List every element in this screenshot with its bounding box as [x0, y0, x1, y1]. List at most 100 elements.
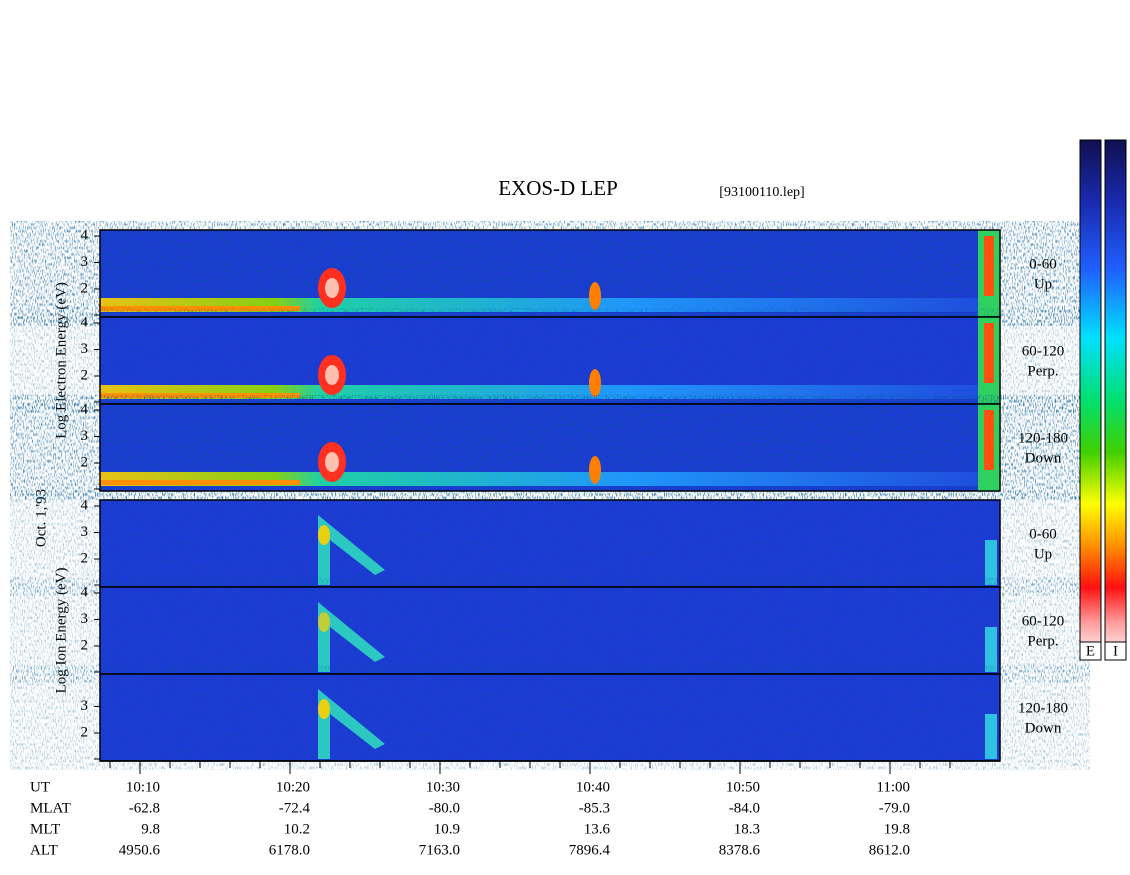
y-tick-label: 3 [81, 524, 89, 540]
spectrogram-edge [985, 540, 997, 585]
row-value: -72.4 [279, 800, 311, 816]
y-tick-label: 3 [81, 341, 89, 357]
spectrogram-band [100, 306, 300, 311]
y-tick-label: 2 [81, 454, 89, 470]
spectrogram-burst [589, 369, 601, 397]
file-name: [93100110.lep] [719, 185, 804, 200]
y-tick-label: 3 [81, 611, 89, 627]
pitch-label: 120-180 [1018, 700, 1068, 716]
row-value: 6178.0 [269, 842, 310, 858]
y-tick-label: 4 [81, 584, 89, 600]
spectrogram-burst [325, 365, 339, 385]
spectrogram-panel: 2 3 120-180 Down [81, 673, 1068, 762]
row-value: 10.2 [284, 821, 310, 837]
date-label: Oct. 1,'93 [33, 489, 49, 547]
row-value: 7163.0 [419, 842, 460, 858]
spectrogram-panel: 2 3 4 60-120 Perp. [81, 584, 1065, 675]
row-value: 9.8 [141, 821, 160, 837]
row-name: MLT [30, 821, 60, 837]
pitch-label: 0-60 [1029, 256, 1057, 272]
color-bar-label: I [1113, 643, 1118, 659]
spectrogram-panel: 2 3 4 60-120 Perp. [81, 314, 1065, 405]
spectrogram-burst [589, 282, 601, 310]
color-bar-box [1079, 641, 1102, 661]
row-name: UT [30, 779, 50, 795]
row-value: 11:00 [876, 779, 910, 795]
spectrogram-burst [325, 452, 339, 472]
spectrogram-edge [984, 236, 994, 296]
spectrogram-edge [984, 410, 994, 470]
y-tick-label: 2 [81, 550, 89, 566]
pitch-label: Perp. [1027, 363, 1058, 379]
spectrogram-panel: 2 3 4 0-60 Up [81, 227, 1057, 318]
row-value: -62.8 [129, 800, 160, 816]
color-bar-box [1104, 641, 1127, 661]
row-value: 10:50 [726, 779, 760, 795]
row-value: 10:30 [426, 779, 460, 795]
row-value: -85.3 [579, 800, 610, 816]
pitch-label: 0-60 [1029, 526, 1057, 542]
pitch-label: 120-180 [1018, 430, 1068, 446]
row-name: ALT [30, 842, 58, 858]
spectrogram-burst [318, 515, 385, 585]
spectrogram-edge [985, 714, 997, 759]
y-tick-label: 4 [81, 401, 89, 417]
axis-label: Log Electron Energy (eV) [53, 282, 69, 439]
y-tick-label: 4 [81, 497, 89, 513]
spectrogram-burst [318, 689, 385, 759]
title: EXOS-D LEP [498, 176, 618, 200]
pitch-label: Up [1034, 276, 1052, 292]
row-value: 19.8 [884, 821, 910, 837]
pitch-label: 60-120 [1022, 343, 1065, 359]
spectrogram-burst [318, 699, 330, 719]
spectrogram-noise [100, 674, 1000, 761]
spectrogram-burst [318, 525, 330, 545]
spectrogram-edge [985, 627, 997, 672]
y-tick-label: 4 [81, 314, 89, 330]
spectrogram-burst [325, 278, 339, 298]
row-value: 8612.0 [869, 842, 910, 858]
y-tick-label: 3 [81, 428, 89, 444]
y-tick-label: 3 [81, 698, 89, 714]
spectrogram-panel: 2 3 4 0-60 Up [81, 497, 1057, 588]
row-value: 10:20 [276, 779, 310, 795]
color-bar [1079, 139, 1102, 661]
y-tick-label: 2 [81, 724, 89, 740]
y-tick-label: 4 [81, 227, 89, 243]
spectrogram-noise [100, 500, 1000, 587]
row-value: -84.0 [729, 800, 760, 816]
y-tick-label: 3 [81, 254, 89, 270]
row-value: 10.9 [434, 821, 460, 837]
spectrogram-edge [984, 323, 994, 383]
color-bar-label: E [1086, 643, 1095, 659]
y-tick-label: 2 [81, 637, 89, 653]
y-tick-label: 2 [81, 367, 89, 383]
row-value: 8378.6 [719, 842, 761, 858]
panel-frame [99, 403, 1001, 492]
row-value: -79.0 [879, 800, 910, 816]
spectrogram-burst [318, 612, 330, 632]
row-name: MLAT [30, 800, 71, 816]
row-value: 18.3 [734, 821, 760, 837]
axis-label: Log Ion Energy (eV) [53, 568, 69, 694]
pitch-label: Down [1025, 450, 1062, 466]
row-value: 7896.4 [569, 842, 611, 858]
spectrogram-band [100, 480, 300, 485]
row-value: 10:40 [576, 779, 610, 795]
pitch-label: Down [1025, 720, 1062, 736]
row-value: 13.6 [584, 821, 611, 837]
spectrogram-panel: 2 3 4 120-180 Down [81, 401, 1068, 492]
row-value: 4950.6 [119, 842, 161, 858]
spectrogram-band [100, 393, 300, 398]
spectrogram-burst [589, 456, 601, 484]
spectrogram-band [100, 385, 980, 399]
pitch-label: Up [1034, 546, 1052, 562]
spectrogram-band [100, 298, 980, 312]
row-value: 10:10 [126, 779, 160, 795]
spectrogram-band [100, 472, 980, 486]
color-bar [1104, 139, 1127, 661]
pitch-label: Perp. [1027, 633, 1058, 649]
spectrogram-burst [318, 602, 385, 672]
pitch-label: 60-120 [1022, 613, 1065, 629]
